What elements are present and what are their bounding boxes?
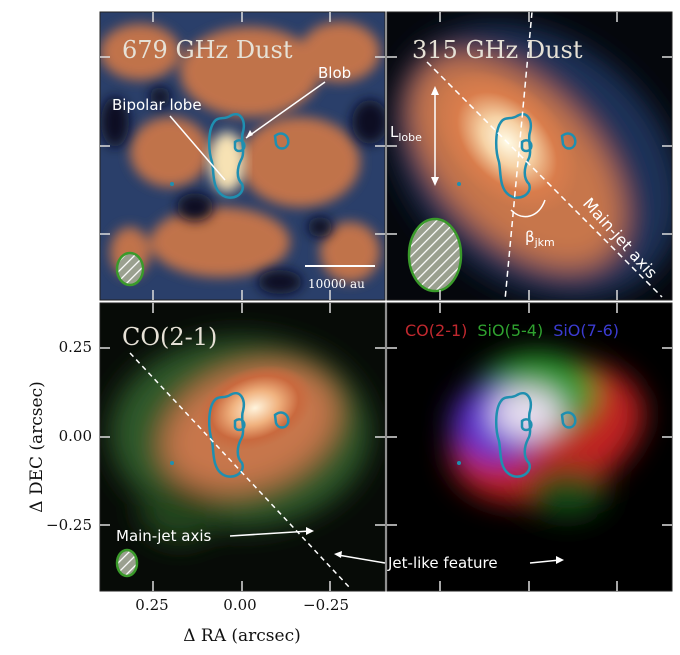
panel-title: 679 GHz Dust (122, 36, 293, 64)
annotation: Blob (318, 64, 351, 82)
panel-co: CO(2-1) Main-jet axis (99, 302, 386, 592)
panel-title: CO(2-1) (122, 323, 217, 351)
channel-label: CO(2-1) SiO(5-4) SiO(7-6) (405, 321, 619, 340)
tick-marks (100, 12, 672, 591)
annotation: Llobe (390, 123, 422, 144)
x-axis-label: Δ RA (arcsec) (183, 626, 301, 646)
y-axis-label: Δ DEC (arcsec) (27, 381, 47, 512)
y-tick-label: 0.25 (59, 338, 92, 356)
annotation: Main-jet axis (116, 527, 212, 545)
x-tick-label: 0.00 (223, 596, 256, 614)
x-tick-label: −0.25 (303, 596, 349, 614)
x-tick-label: 0.25 (135, 596, 168, 614)
panel-title: 315 GHz Dust (412, 36, 583, 64)
annotation: Jet-like feature (387, 554, 498, 572)
panel-679ghz: 679 GHz Dust Blob Bipolar lobe 10000 au (99, 11, 386, 301)
annotation: Bipolar lobe (112, 96, 202, 114)
y-tick-label: 0.00 (59, 427, 92, 445)
scale-bar-label: 10000 au (308, 277, 365, 291)
y-tick-label: −0.25 (46, 516, 92, 534)
panel-315ghz: 315 GHz Dust Llobe βjkm Main-jet axis (386, 11, 673, 301)
panel-rgb: CO(2-1) SiO(5-4) SiO(7-6) (386, 302, 673, 592)
annotation: βjkm (525, 228, 555, 249)
